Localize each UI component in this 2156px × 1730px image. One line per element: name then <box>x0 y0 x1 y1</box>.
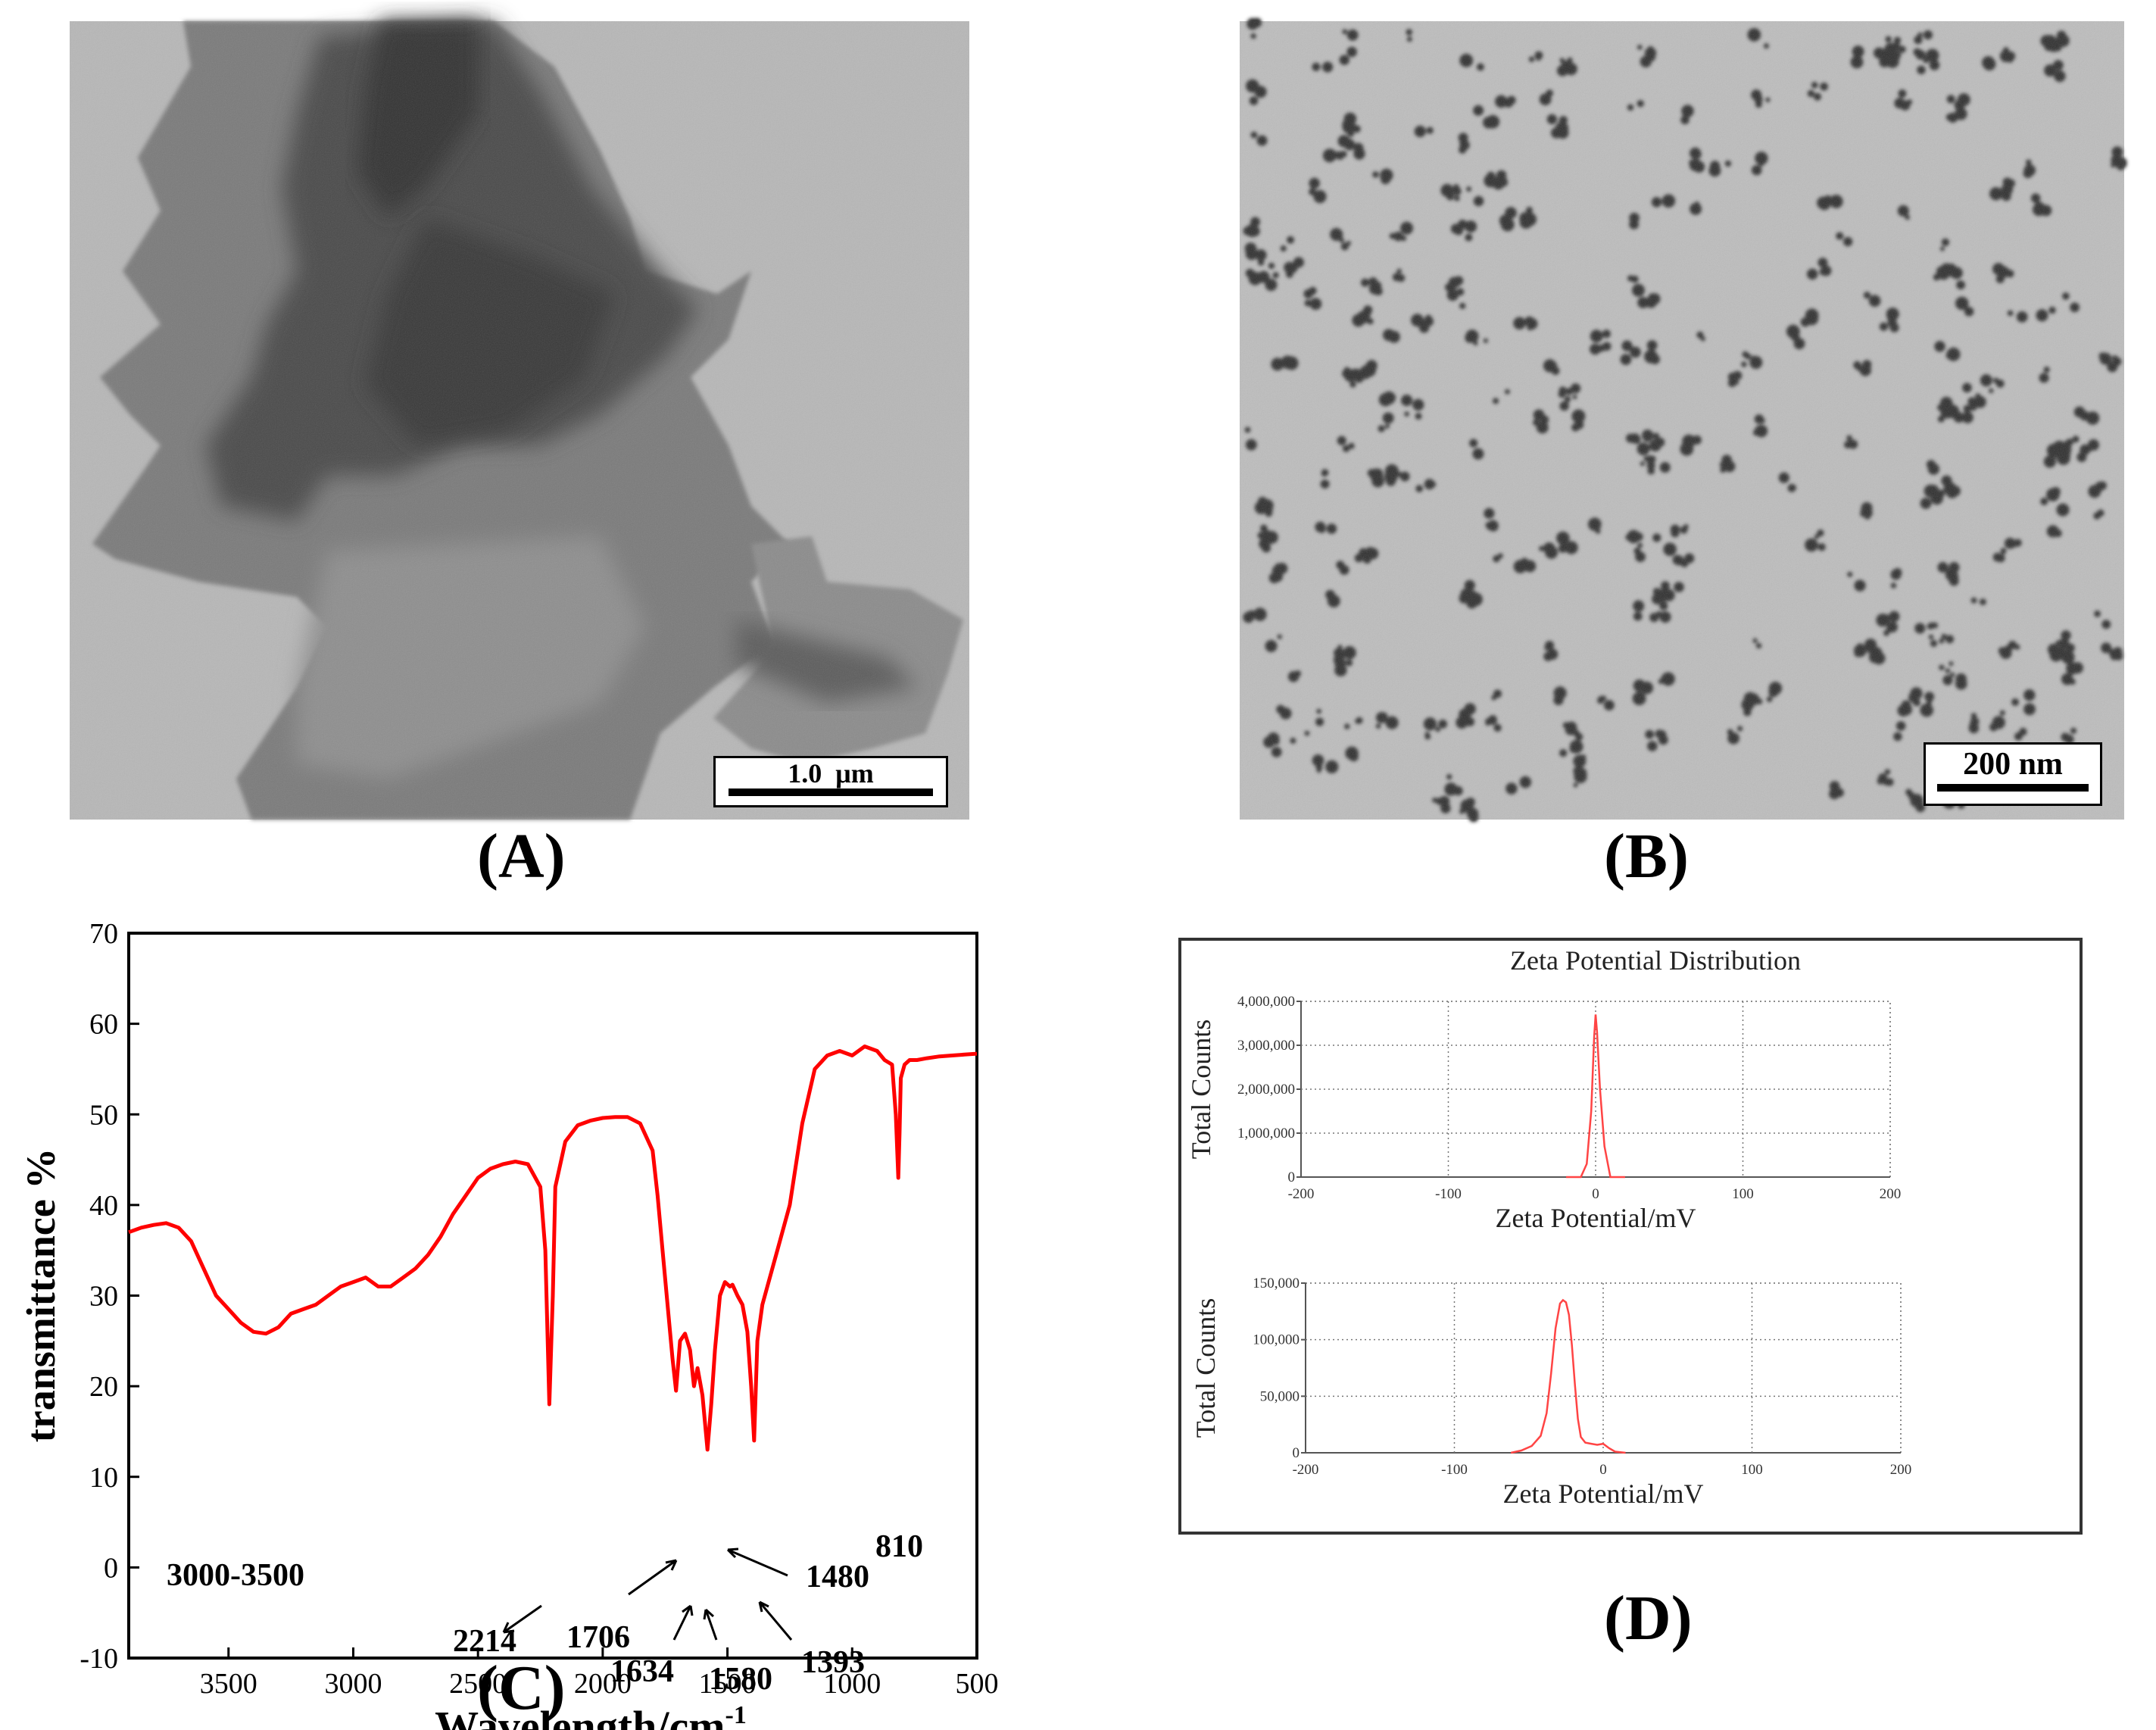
scale-bar-b-label: 200 nm <box>1963 747 2063 782</box>
ir-x-tick-label: 500 <box>956 1668 999 1700</box>
ir-y-tick-label: 10 <box>89 1462 118 1494</box>
ir-x-axis-superscript: -1 <box>725 1701 747 1729</box>
ir-x-axis-title: Wavelength/cm-1 <box>435 1701 747 1730</box>
zeta-y-tick-label: 3,000,000 <box>1237 1038 1295 1054</box>
ir-annotations <box>502 1547 793 1641</box>
panel-label-c: (C) <box>477 1653 566 1723</box>
zeta-y-tick-label: 2,000,000 <box>1237 1082 1295 1098</box>
ir-x-tick-label: 3000 <box>324 1668 382 1700</box>
zeta-y-tick-label: 1,000,000 <box>1237 1126 1295 1141</box>
ir-y-tick-label: -10 <box>80 1643 118 1675</box>
panel-label-b: (B) <box>1604 821 1689 892</box>
zeta-x-tick-label: -200 <box>1293 1462 1319 1478</box>
zeta-x-tick-label: -200 <box>1288 1186 1315 1202</box>
zeta-y-tick-label: 0 <box>1293 1445 1300 1461</box>
ir-y-tick-label: 0 <box>104 1552 118 1584</box>
zeta-x-tick-label: -100 <box>1441 1462 1468 1478</box>
zeta-x-tick-label: 100 <box>1732 1186 1754 1202</box>
zeta-x-axis-title: Zeta Potential/mV <box>1496 1203 1696 1233</box>
ir-y-tick-label: 30 <box>89 1281 118 1313</box>
zeta-y-tick-label: 100,000 <box>1253 1332 1300 1348</box>
ir-y-tick-label: 50 <box>89 1099 118 1131</box>
ir-x-tick-label: 1000 <box>823 1668 881 1700</box>
ir-peak-label: 1580 <box>709 1662 772 1697</box>
scale-bar-a-label: 1.0 μm <box>788 758 874 788</box>
ir-spectrum-chart: 3500 3000 2500 2000 1500 1000 500 -10 0 10 20 30 40 5… <box>18 918 999 1730</box>
zeta-y-tick-label: 0 <box>1288 1169 1296 1185</box>
zeta-title: Zeta Potential Distribution <box>1510 945 1801 976</box>
ir-peak-label: 3000-3500 <box>167 1558 304 1593</box>
ir-y-tick-label: 40 <box>89 1190 118 1222</box>
ir-peak-label: 1480 <box>806 1560 869 1594</box>
scale-bar-a-line <box>729 788 933 796</box>
panel-label-a: (A) <box>477 821 566 892</box>
panel-b-micrograph <box>1240 17 2127 823</box>
panel-a-micrograph <box>70 21 969 820</box>
scale-bar-b: 200 nm <box>1924 742 2102 806</box>
ir-peak-label: 810 <box>875 1529 923 1564</box>
zeta-outer-frame <box>1178 938 2083 1535</box>
zeta-y-axis-title: Total Counts <box>1186 1020 1216 1159</box>
ir-peak-label: 1706 <box>566 1620 630 1655</box>
zeta-x-tick-label: 100 <box>1741 1462 1763 1478</box>
panel-label-d: (D) <box>1604 1583 1693 1653</box>
zeta-series-line <box>1566 1014 1625 1179</box>
ir-x-tick-label: 3500 <box>200 1668 257 1700</box>
ir-peak-label: 1393 <box>801 1645 865 1680</box>
ir-y-tick-label: 20 <box>89 1371 118 1403</box>
scale-bar-b-line <box>1937 784 2089 792</box>
ir-x-tick-label: 2500 <box>449 1668 507 1700</box>
ir-peak-label: 2214 <box>453 1624 516 1659</box>
ir-series-line <box>128 1045 978 1452</box>
zeta-y-tick-label: 150,000 <box>1253 1276 1300 1291</box>
scale-bar-a: 1.0 μm <box>713 756 948 807</box>
zeta-y-axis-title: Total Counts <box>1190 1298 1221 1438</box>
zeta-y-tick-label: 50,000 <box>1260 1388 1300 1404</box>
zeta-y-tick-label: 4,000,000 <box>1237 994 1295 1010</box>
zeta-x-tick-label: 0 <box>1599 1462 1607 1478</box>
ir-peak-label: 1634 <box>610 1654 674 1689</box>
ir-y-tick-label: 70 <box>89 918 118 950</box>
zeta-potential-panel: Zeta Potential Distribution -200 -100 0 100… <box>1178 938 2083 1535</box>
zeta-x-tick-label: 0 <box>1592 1186 1599 1202</box>
ir-x-tick-label: 2000 <box>574 1668 632 1700</box>
ir-y-axis-title: transmittance % <box>18 1148 64 1442</box>
zeta-x-axis-title: Zeta Potential/mV <box>1503 1479 1704 1509</box>
zeta-x-tick-label: 200 <box>1890 1462 1912 1478</box>
zeta-x-tick-label: -100 <box>1435 1186 1462 1202</box>
ir-x-tick-label: 1500 <box>699 1668 757 1700</box>
zeta-x-tick-label: 200 <box>1880 1186 1902 1202</box>
ir-y-tick-label: 60 <box>89 1009 118 1041</box>
zeta-series-line <box>1510 1298 1626 1454</box>
